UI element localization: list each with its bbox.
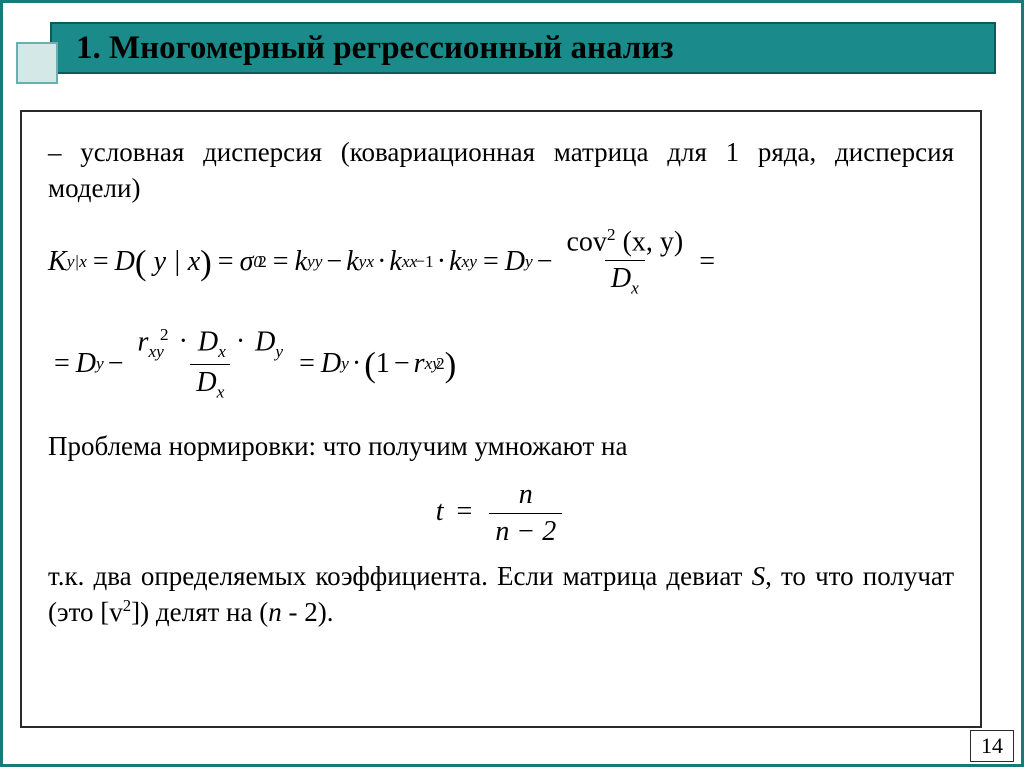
page-number-box: 14 bbox=[970, 730, 1014, 762]
formula-1: Ky|x = D( y | x) = σ02 = kyy − kyx · kxx… bbox=[48, 225, 954, 299]
paragraph-3: т.к. два определяемых коэффициента. Если… bbox=[48, 558, 954, 631]
paragraph-1: – условная дисперсия (ковариационная мат… bbox=[48, 134, 954, 207]
corner-decoration bbox=[16, 42, 58, 84]
content-box: – условная дисперсия (ковариационная мат… bbox=[20, 110, 982, 728]
page-number: 14 bbox=[981, 733, 1003, 759]
paragraph-2: Проблема нормировки: что получим умножаю… bbox=[48, 428, 954, 464]
formula-2: = Dy − rxy2 · Dx · Dy Dx = Dy · (1− rxy2… bbox=[48, 325, 954, 403]
title-bar: 1. Многомерный регрессионный анализ bbox=[50, 22, 996, 74]
formula-3: t = n n − 2 bbox=[48, 479, 954, 548]
slide-title: 1. Многомерный регрессионный анализ bbox=[76, 30, 674, 67]
